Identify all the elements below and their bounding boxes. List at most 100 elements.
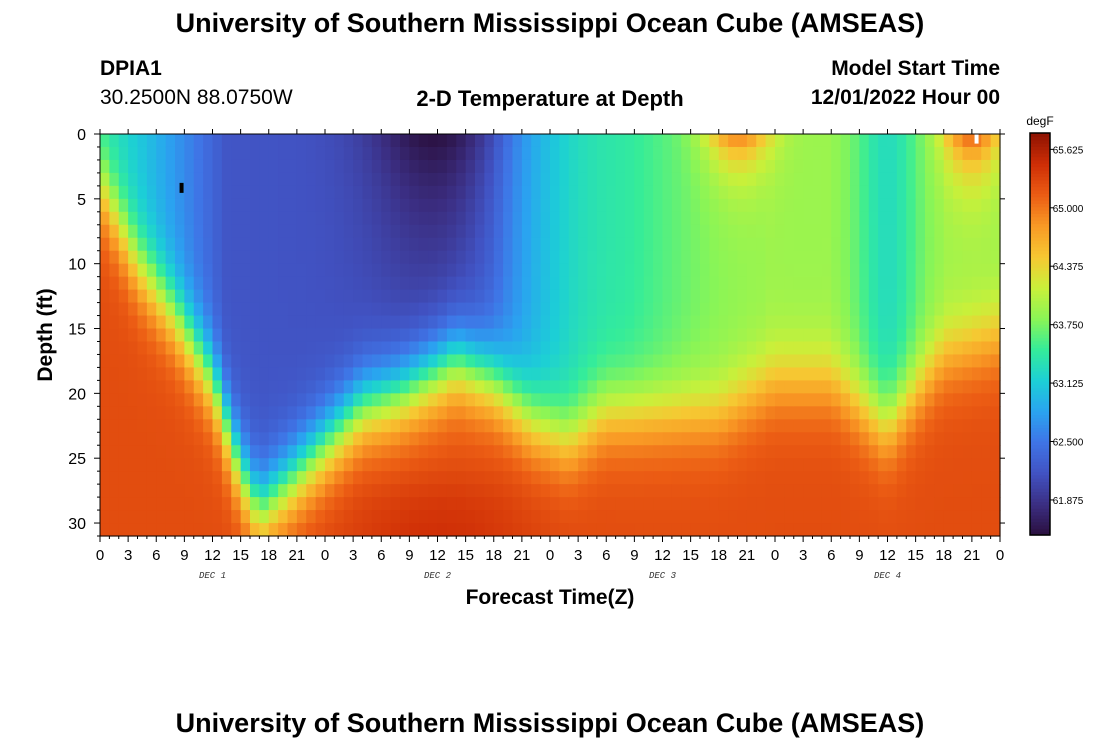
heatmap-cell: [521, 276, 532, 291]
heatmap-cell: [896, 289, 907, 304]
heatmap-cell: [550, 471, 560, 485]
colorbar-segment: [1030, 136, 1050, 141]
heatmap-cell: [306, 445, 317, 459]
heatmap-cell: [456, 250, 467, 265]
heatmap-cell: [278, 185, 289, 200]
heatmap-cell: [615, 341, 626, 356]
heatmap-cell: [259, 484, 270, 498]
heatmap-cell: [296, 341, 307, 356]
heatmap-cell: [484, 419, 495, 433]
heatmap-cell: [793, 146, 804, 161]
heatmap-cell: [540, 289, 551, 304]
heatmap-cell: [250, 510, 260, 524]
heatmap-cell: [268, 367, 279, 381]
heatmap-cell: [859, 198, 870, 213]
heatmap-cell: [418, 237, 429, 252]
heatmap-cell: [821, 211, 832, 226]
heatmap-cell: [456, 172, 467, 187]
heatmap-cell: [325, 315, 335, 330]
heatmap-cell: [512, 289, 523, 304]
heatmap-cell: [587, 445, 598, 459]
heatmap-cell: [456, 354, 467, 369]
heatmap-cell: [184, 250, 195, 265]
heatmap-cell: [728, 224, 739, 239]
heatmap-cell: [962, 341, 973, 356]
heatmap-cell: [503, 250, 514, 265]
heatmap-cell: [315, 484, 326, 498]
heatmap-cell: [540, 419, 551, 433]
heatmap-cell: [325, 263, 335, 278]
heatmap-cell: [662, 406, 673, 420]
heatmap-cell: [728, 289, 739, 304]
colorbar-segment: [1030, 317, 1050, 322]
heatmap-cell: [175, 419, 185, 433]
heatmap-cell: [915, 328, 926, 343]
heatmap-cell: [175, 211, 185, 226]
heatmap-cell: [531, 341, 542, 356]
heatmap-cell: [690, 471, 701, 485]
heatmap-cell: [100, 432, 110, 446]
heatmap-cell: [934, 185, 945, 200]
heatmap-cell: [184, 289, 195, 304]
heatmap-cell: [231, 276, 242, 291]
heatmap-cell: [906, 289, 917, 304]
heatmap-cell: [812, 484, 823, 498]
heatmap-cell: [662, 289, 673, 304]
heatmap-cell: [840, 237, 851, 252]
heatmap-cell: [653, 237, 664, 252]
heatmap-cell: [240, 523, 251, 537]
heatmap-cell: [390, 458, 401, 472]
heatmap-cell: [240, 289, 251, 304]
heatmap-cell: [971, 471, 982, 485]
heatmap-cell: [559, 354, 570, 369]
heatmap-cell: [821, 367, 832, 381]
heatmap-cell: [287, 211, 298, 226]
heatmap-cell: [512, 276, 523, 291]
heatmap-cell: [475, 523, 485, 537]
heatmap-cell: [906, 159, 917, 174]
heatmap-cell: [287, 510, 298, 524]
heatmap-cell: [953, 341, 964, 356]
heatmap-cell: [137, 419, 148, 433]
heatmap-cell: [390, 406, 401, 420]
heatmap-cell: [221, 484, 232, 498]
heatmap-cell: [831, 185, 842, 200]
heatmap-cell: [287, 237, 298, 252]
heatmap-cell: [625, 172, 635, 187]
heatmap-cell: [418, 263, 429, 278]
heatmap-cell: [175, 276, 185, 291]
heatmap-cell: [390, 393, 401, 407]
heatmap-cell: [165, 211, 176, 226]
heatmap-cell: [803, 302, 814, 317]
heatmap-cell: [146, 237, 157, 252]
heatmap-cell: [803, 224, 814, 239]
heatmap-cell: [446, 250, 457, 265]
heatmap-cell: [681, 237, 692, 252]
heatmap-cell: [653, 302, 664, 317]
heatmap-cell: [887, 341, 898, 356]
heatmap-cell: [746, 419, 757, 433]
heatmap-cell: [456, 146, 467, 161]
heatmap-cell: [587, 341, 598, 356]
heatmap-cell: [484, 237, 495, 252]
heatmap-cell: [109, 263, 120, 278]
heatmap-cell: [278, 510, 289, 524]
heatmap-cell: [793, 497, 804, 511]
heatmap-cell: [362, 172, 373, 187]
heatmap-cell: [128, 276, 139, 291]
heatmap-cell: [400, 146, 410, 161]
heatmap-cell: [793, 224, 804, 239]
heatmap-cell: [700, 523, 710, 537]
heatmap-cell: [540, 159, 551, 174]
heatmap-cell: [915, 302, 926, 317]
heatmap-cell: [943, 146, 954, 161]
heatmap-cell: [821, 432, 832, 446]
heatmap-cell: [475, 432, 485, 446]
heatmap-cell: [184, 484, 195, 498]
heatmap-cell: [915, 172, 926, 187]
heatmap-cell: [643, 341, 654, 356]
heatmap-cell: [296, 419, 307, 433]
heatmap-cell: [662, 250, 673, 265]
heatmap-cell: [343, 159, 354, 174]
heatmap-cell: [446, 510, 457, 524]
